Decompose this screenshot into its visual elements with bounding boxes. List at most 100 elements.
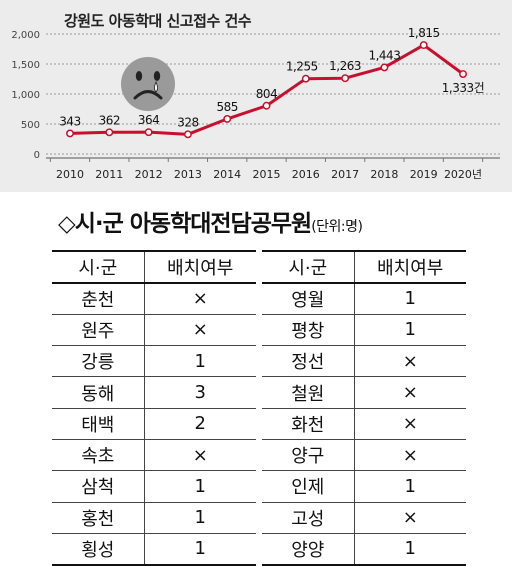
sad-face-icon	[121, 57, 175, 111]
y-tick-label: 2,000	[11, 30, 40, 41]
table-row: 속초 ×	[52, 439, 256, 472]
table-header-row: 시·군 배치여부	[262, 250, 466, 284]
data-point	[66, 129, 74, 138]
placement-cell: ×	[354, 502, 466, 534]
header-placement: 배치여부	[354, 250, 466, 284]
x-tick-label: 2017	[331, 168, 359, 181]
data-label: 804	[256, 87, 277, 101]
region-cell: 화천	[262, 408, 355, 440]
table-row: 태백 2	[52, 408, 256, 440]
region-cell: 고성	[262, 502, 355, 534]
table-row: 홍천 1	[52, 502, 256, 534]
x-tick-label: 2012	[135, 168, 163, 181]
placement-cell: 1	[354, 470, 466, 503]
y-tick-label: 0	[34, 150, 40, 161]
y-tick-label: 500	[21, 120, 40, 131]
placement-cell: ×	[354, 376, 466, 409]
data-label: 1,333건	[442, 81, 484, 95]
line-chart: 0 500 1,000 1,500 2,000 2010 2011 2012 2013 2014 2…	[11, 26, 500, 181]
placement-cell: ×	[144, 283, 256, 315]
region-cell: 춘천	[52, 283, 145, 315]
header-placement: 배치여부	[144, 250, 256, 284]
data-point	[341, 74, 350, 83]
table-row: 화천 ×	[262, 408, 466, 440]
table-row: 인제 1	[262, 470, 466, 503]
placement-cell: 1	[144, 533, 256, 566]
table-header-row: 시·군 배치여부	[52, 250, 256, 284]
region-cell: 인제	[262, 470, 355, 503]
data-point	[380, 63, 389, 72]
region-cell: 동해	[52, 376, 145, 409]
x-tick-label: 2015	[253, 168, 281, 181]
region-cell: 평창	[262, 314, 355, 347]
data-point	[105, 128, 114, 137]
y-tick-label: 1,000	[11, 90, 40, 101]
data-label: 1,263	[329, 59, 361, 73]
placement-cell: 1	[144, 345, 256, 378]
staff-table-left: 시·군 배치여부 춘천 × 원주 × 강릉 1 동해 3 태백 2 속초 × 삼척 1 홍천 1 횡성 1	[52, 250, 256, 566]
section-unit: (단위:명)	[311, 219, 363, 235]
header-region: 시·군	[262, 250, 355, 284]
table-row: 양양 1	[262, 533, 466, 566]
data-point	[419, 41, 428, 50]
region-cell: 영월	[262, 283, 355, 315]
placement-cell: ×	[354, 439, 466, 472]
data-label: 343	[59, 114, 80, 128]
x-tick-label: 2014	[213, 168, 241, 181]
data-label: 362	[99, 113, 120, 127]
x-tick-label: 2010	[56, 168, 84, 181]
y-tick-label: 1,500	[11, 60, 40, 71]
placement-cell: ×	[354, 345, 466, 378]
region-cell: 정선	[262, 345, 355, 378]
data-label: 364	[138, 113, 159, 127]
x-tick-label: 2011	[95, 168, 123, 181]
section-title-text: ◇시·군 아동학대전담공무원	[58, 211, 312, 237]
placement-cell: 3	[144, 376, 256, 409]
placement-cell: ×	[144, 314, 256, 347]
x-tick-label: 2020년	[444, 168, 482, 181]
region-cell: 삼척	[52, 470, 145, 503]
placement-cell: 1	[354, 283, 466, 315]
data-point	[223, 114, 232, 123]
data-point	[459, 70, 467, 78]
x-tick-label: 2018	[370, 168, 398, 181]
region-cell: 강릉	[52, 345, 145, 378]
placement-cell: 1	[144, 470, 256, 503]
region-cell: 양구	[262, 439, 355, 472]
region-cell: 횡성	[52, 533, 145, 566]
table-row: 평창 1	[262, 314, 466, 347]
data-label: 1,443	[368, 48, 400, 62]
region-cell: 홍천	[52, 502, 145, 534]
data-point	[301, 74, 310, 83]
data-label: 1,815	[408, 26, 440, 40]
placement-cell: 1	[354, 533, 466, 566]
table-row: 횡성 1	[52, 533, 256, 566]
table-row: 강릉 1	[52, 345, 256, 378]
region-cell: 속초	[52, 439, 145, 472]
placement-cell: 2	[144, 408, 256, 440]
region-cell: 철원	[262, 376, 355, 409]
placement-cell: ×	[144, 439, 256, 472]
table-row: 삼척 1	[52, 470, 256, 503]
region-cell: 태백	[52, 408, 145, 440]
data-point	[144, 128, 153, 137]
header-region: 시·군	[52, 250, 145, 284]
section-title: ◇시·군 아동학대전담공무원(단위:명)	[58, 204, 363, 238]
table-row: 원주 ×	[52, 314, 256, 347]
table-row: 고성 ×	[262, 502, 466, 534]
table-row: 영월 1	[262, 283, 466, 315]
x-tick-label: 2016	[292, 168, 320, 181]
data-label: 1,255	[286, 60, 318, 74]
region-cell: 원주	[52, 314, 145, 347]
placement-cell: 1	[144, 502, 256, 534]
table-row: 정선 ×	[262, 345, 466, 378]
data-label: 328	[177, 115, 198, 129]
x-tick-label: 2013	[174, 168, 202, 181]
table-row: 철원 ×	[262, 376, 466, 409]
data-point	[183, 130, 192, 139]
data-point	[262, 101, 271, 110]
data-label: 585	[216, 100, 237, 114]
chart-panel: 0 500 1,000 1,500 2,000 2010 2011 2012 2013 2014 2…	[0, 0, 512, 192]
placement-cell: ×	[354, 408, 466, 440]
x-tick-label: 2019	[410, 168, 438, 181]
